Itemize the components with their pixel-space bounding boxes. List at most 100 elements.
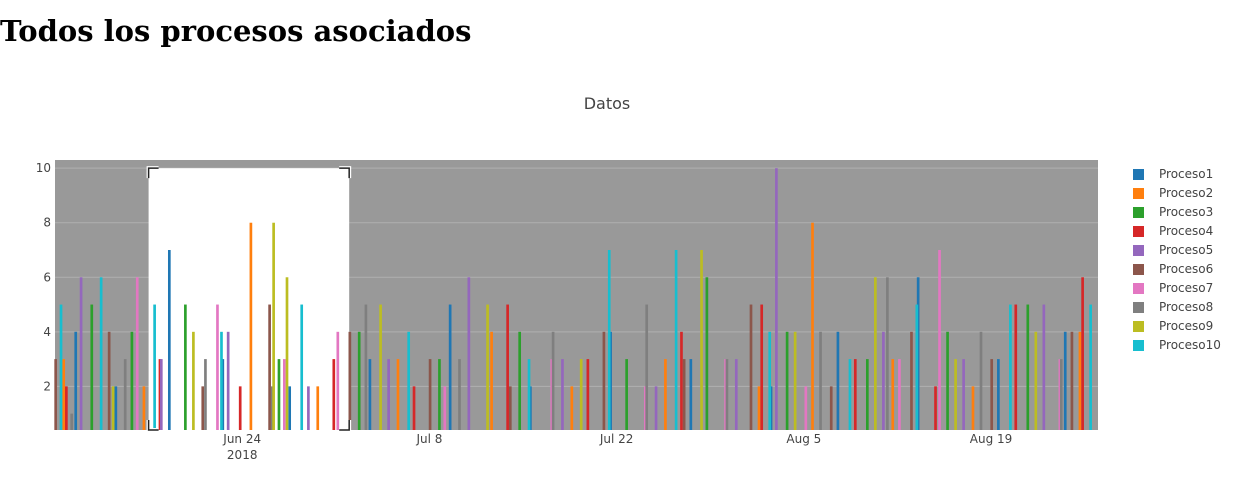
bar[interactable]: [749, 304, 753, 430]
bar[interactable]: [282, 359, 286, 430]
bar[interactable]: [602, 331, 606, 430]
bar[interactable]: [192, 331, 195, 430]
bar[interactable]: [438, 359, 441, 430]
bar[interactable]: [898, 359, 901, 430]
bar[interactable]: [268, 304, 271, 430]
bar[interactable]: [938, 250, 941, 430]
legend-swatch[interactable]: [1133, 340, 1144, 351]
legend-label[interactable]: Proceso3: [1159, 205, 1213, 219]
selection-corner[interactable]: [339, 167, 350, 179]
bar[interactable]: [1081, 277, 1084, 430]
legend-label[interactable]: Proceso8: [1159, 300, 1213, 314]
bar[interactable]: [674, 250, 678, 430]
bar[interactable]: [1078, 331, 1082, 430]
bar[interactable]: [1059, 359, 1063, 430]
bar[interactable]: [272, 222, 275, 430]
bar[interactable]: [760, 304, 764, 430]
bar[interactable]: [114, 386, 118, 430]
bar[interactable]: [99, 277, 103, 430]
bar[interactable]: [65, 386, 68, 430]
bar[interactable]: [90, 304, 94, 430]
bar[interactable]: [368, 359, 372, 430]
legend-label[interactable]: Proceso2: [1159, 186, 1213, 200]
bar[interactable]: [1070, 331, 1074, 430]
bar[interactable]: [954, 359, 957, 430]
bar[interactable]: [853, 359, 857, 430]
bar[interactable]: [1026, 304, 1030, 430]
bar[interactable]: [70, 413, 74, 430]
legend-label[interactable]: Proceso6: [1159, 262, 1213, 276]
bar[interactable]: [689, 359, 693, 430]
bar[interactable]: [238, 386, 242, 430]
bar[interactable]: [221, 359, 225, 430]
bar[interactable]: [467, 277, 471, 430]
bar[interactable]: [962, 359, 965, 430]
legend-swatch[interactable]: [1133, 188, 1144, 199]
bar[interactable]: [396, 359, 400, 430]
bar[interactable]: [934, 386, 937, 430]
bar[interactable]: [428, 359, 432, 430]
bar[interactable]: [848, 359, 852, 430]
bar[interactable]: [700, 250, 703, 430]
selection-corner[interactable]: [147, 167, 159, 179]
bar[interactable]: [891, 359, 895, 430]
bar[interactable]: [407, 331, 411, 430]
bar[interactable]: [135, 277, 139, 430]
bar[interactable]: [412, 386, 416, 430]
bar[interactable]: [288, 386, 292, 430]
bar[interactable]: [490, 331, 493, 430]
bar[interactable]: [811, 222, 814, 430]
bar[interactable]: [725, 359, 729, 430]
bar[interactable]: [757, 386, 761, 430]
bar[interactable]: [107, 331, 111, 430]
bar[interactable]: [819, 331, 822, 430]
bar[interactable]: [364, 304, 368, 430]
bar[interactable]: [625, 359, 628, 430]
bar[interactable]: [285, 277, 289, 430]
bar[interactable]: [300, 304, 304, 430]
bar[interactable]: [54, 359, 58, 430]
bar[interactable]: [159, 359, 163, 430]
bar[interactable]: [609, 331, 612, 430]
legend-swatch[interactable]: [1133, 169, 1144, 180]
bar[interactable]: [184, 304, 187, 430]
bar[interactable]: [551, 331, 555, 430]
bar[interactable]: [874, 277, 877, 430]
bar[interactable]: [357, 331, 361, 430]
bar[interactable]: [785, 331, 789, 430]
bar[interactable]: [680, 331, 683, 430]
bar[interactable]: [705, 277, 709, 430]
legend[interactable]: Proceso1 Proceso2 Proceso3 Proceso4 Proceso5…: [1133, 167, 1221, 352]
bar[interactable]: [607, 250, 611, 430]
bar[interactable]: [1089, 304, 1092, 430]
bar[interactable]: [836, 331, 840, 430]
bar[interactable]: [123, 359, 127, 430]
bar[interactable]: [448, 304, 452, 430]
bar[interactable]: [307, 386, 310, 430]
bar[interactable]: [734, 359, 738, 430]
bar[interactable]: [332, 359, 336, 430]
bar[interactable]: [1063, 331, 1067, 430]
bar[interactable]: [654, 386, 658, 430]
legend-swatch[interactable]: [1133, 264, 1144, 275]
bar[interactable]: [506, 304, 509, 430]
bar[interactable]: [130, 331, 134, 430]
bar[interactable]: [1034, 331, 1038, 430]
bar[interactable]: [62, 359, 66, 430]
bar[interactable]: [586, 359, 590, 430]
bar[interactable]: [793, 331, 797, 430]
bar[interactable]: [570, 386, 574, 430]
bar[interactable]: [226, 331, 230, 430]
bar[interactable]: [142, 386, 146, 430]
bar[interactable]: [458, 359, 461, 430]
legend-swatch[interactable]: [1133, 283, 1144, 294]
bar[interactable]: [204, 359, 207, 430]
bar[interactable]: [316, 386, 320, 430]
legend-label[interactable]: Proceso4: [1159, 224, 1213, 238]
selection-box[interactable]: [148, 168, 350, 430]
legend-label[interactable]: Proceso9: [1159, 319, 1213, 333]
bar[interactable]: [74, 331, 78, 430]
bar[interactable]: [336, 331, 340, 430]
bar[interactable]: [775, 168, 778, 430]
bar[interactable]: [829, 386, 833, 430]
